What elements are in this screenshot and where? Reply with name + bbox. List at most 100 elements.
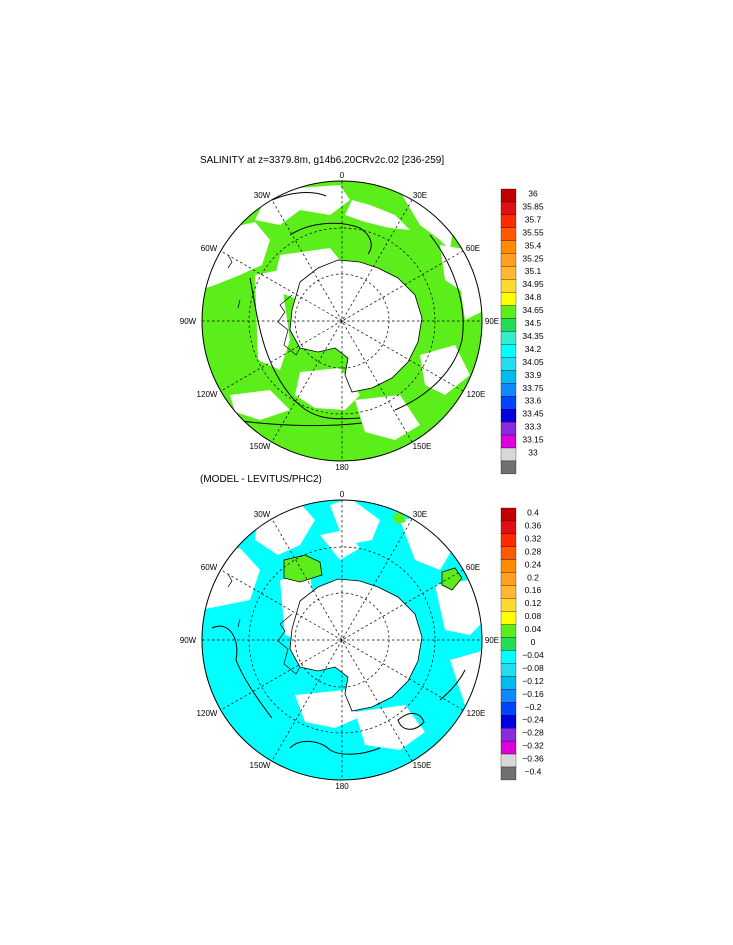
lon-label: 90E: [485, 317, 499, 326]
colorbar-swatch: [500, 201, 517, 216]
colorbar-swatch: [500, 753, 517, 768]
colorbar-label: 33.9: [525, 370, 542, 380]
colorbar-labels: 0.4 0.36 0.32 0.28 0.24 0.2 0.16 0.12 0.08 0.04 0 −…: [522, 508, 544, 777]
lon-label: 90E: [485, 636, 499, 645]
lon-label: 30E: [413, 191, 427, 200]
colorbar-swatch: [500, 507, 517, 522]
colorbar-swatch: [500, 318, 517, 332]
colorbar-swatch: [500, 305, 517, 319]
colorbar-swatch: [500, 344, 517, 358]
colorbar-label: 34.95: [522, 279, 544, 289]
colorbar-label: −0.4: [525, 767, 542, 777]
colorbar-label: −0.36: [522, 754, 544, 764]
lon-label: 180: [335, 782, 349, 791]
lon-label: 60W: [201, 244, 218, 253]
colorbar-label: 34.65: [522, 305, 544, 315]
colorbar-label: −0.28: [522, 728, 544, 738]
colorbar-swatch: [500, 572, 517, 586]
lon-label: 120E: [467, 709, 486, 718]
colorbar-swatch: [500, 715, 517, 729]
map1-contour: [394, 234, 464, 411]
colorbar-swatch: [500, 253, 517, 267]
colorbar-label: −0.24: [522, 715, 544, 725]
map2-title: (MODEL - LEVITUS/PHC2): [200, 474, 322, 485]
colorbar-label: 35.55: [522, 227, 544, 237]
colorbar-swatch: [500, 188, 517, 203]
map1: 0 30E 60E 90E 120E 150E 180 150W 120W 90…: [180, 171, 499, 472]
map1-mask-region: [295, 368, 360, 410]
colorbar-swatch: [500, 598, 517, 612]
colorbar-label: 34.5: [525, 318, 542, 328]
colorbar-swatch: [500, 396, 517, 410]
colorbar-label: 0.36: [525, 520, 542, 530]
lon-label: 150W: [250, 442, 271, 451]
colorbar-swatch: [500, 383, 517, 397]
map1-mask-region: [230, 390, 290, 420]
map2-mask-region: [295, 690, 358, 728]
colorbar-label: −0.04: [522, 650, 544, 660]
colorbar-swatch: [500, 559, 517, 573]
colorbar-swatch: [500, 370, 517, 384]
colorbar-swatch: [500, 266, 517, 280]
lon-label: 150E: [413, 442, 432, 451]
map1-contour: [271, 192, 327, 201]
colorbar-swatches: [500, 188, 517, 475]
colorbar-label: −0.2: [525, 702, 542, 712]
colorbar-swatch: [500, 637, 517, 651]
colorbar-swatch: [500, 650, 517, 664]
lon-label: 180: [335, 463, 349, 472]
lon-label: 0: [340, 490, 345, 499]
colorbar-swatch: [500, 663, 517, 677]
lon-label: 60W: [201, 563, 218, 572]
colorbar-swatches: [500, 507, 517, 781]
colorbar-swatch: [500, 689, 517, 703]
lon-label: 30W: [254, 191, 271, 200]
colorbar-swatch: [500, 357, 517, 371]
map1-contour: [235, 419, 363, 427]
map1-title: SALINITY at z=3379.8m, g14b6.20CRv2c.02 …: [200, 155, 445, 166]
colorbar-swatch: [500, 214, 517, 228]
lon-label: 150W: [250, 761, 271, 770]
map2: 0 30E 60E 90E 120E 150E 180 150W 120W 90…: [180, 490, 499, 791]
lon-label: 120W: [197, 709, 218, 718]
colorbar-swatch: [500, 331, 517, 345]
colorbar-swatch: [500, 702, 517, 716]
colorbar-swatch: [500, 766, 517, 781]
map2-contour: [397, 713, 425, 730]
colorbar-label: 34.35: [522, 331, 544, 341]
colorbar-label: 0.2: [527, 572, 539, 582]
map2-contour: [289, 741, 381, 755]
colorbar-label: 34.05: [522, 357, 544, 367]
map2-contour: [211, 625, 273, 719]
colorbar-label: 0.16: [525, 585, 542, 595]
lon-label: 60E: [466, 244, 480, 253]
colorbar-swatch: [500, 227, 517, 241]
map1-mask-region: [345, 200, 410, 230]
colorbar-label: 35.4: [525, 240, 542, 250]
colorbar-label: 33.75: [522, 383, 544, 393]
colorbar-swatch: [500, 279, 517, 293]
colorbar-swatch: [500, 447, 517, 462]
colorbar-swatch: [500, 585, 517, 599]
lon-label: 90W: [180, 317, 197, 326]
map1-mask-region: [420, 345, 470, 395]
map2-contour: [439, 669, 466, 701]
colorbar-label: −0.32: [522, 741, 544, 751]
colorbar-label: 33.6: [525, 396, 542, 406]
colorbar-label: 33.45: [522, 409, 544, 419]
colorbar-swatch: [500, 728, 517, 742]
map2-mask-region: [435, 580, 482, 635]
colorbar-swatch: [500, 740, 517, 755]
map2-positive-patch: [283, 554, 323, 583]
colorbar-swatch: [500, 460, 517, 475]
colorbar-swatch: [500, 240, 517, 254]
map1-graticule: [202, 181, 482, 461]
map1-island: [227, 254, 241, 309]
colorbar-label: 33: [528, 448, 538, 458]
colorbar-swatch: [500, 533, 517, 548]
lon-label: 120E: [467, 390, 486, 399]
colorbar-label: 36: [528, 189, 538, 199]
lon-label: 90W: [180, 636, 197, 645]
lon-label: 0: [340, 171, 345, 180]
